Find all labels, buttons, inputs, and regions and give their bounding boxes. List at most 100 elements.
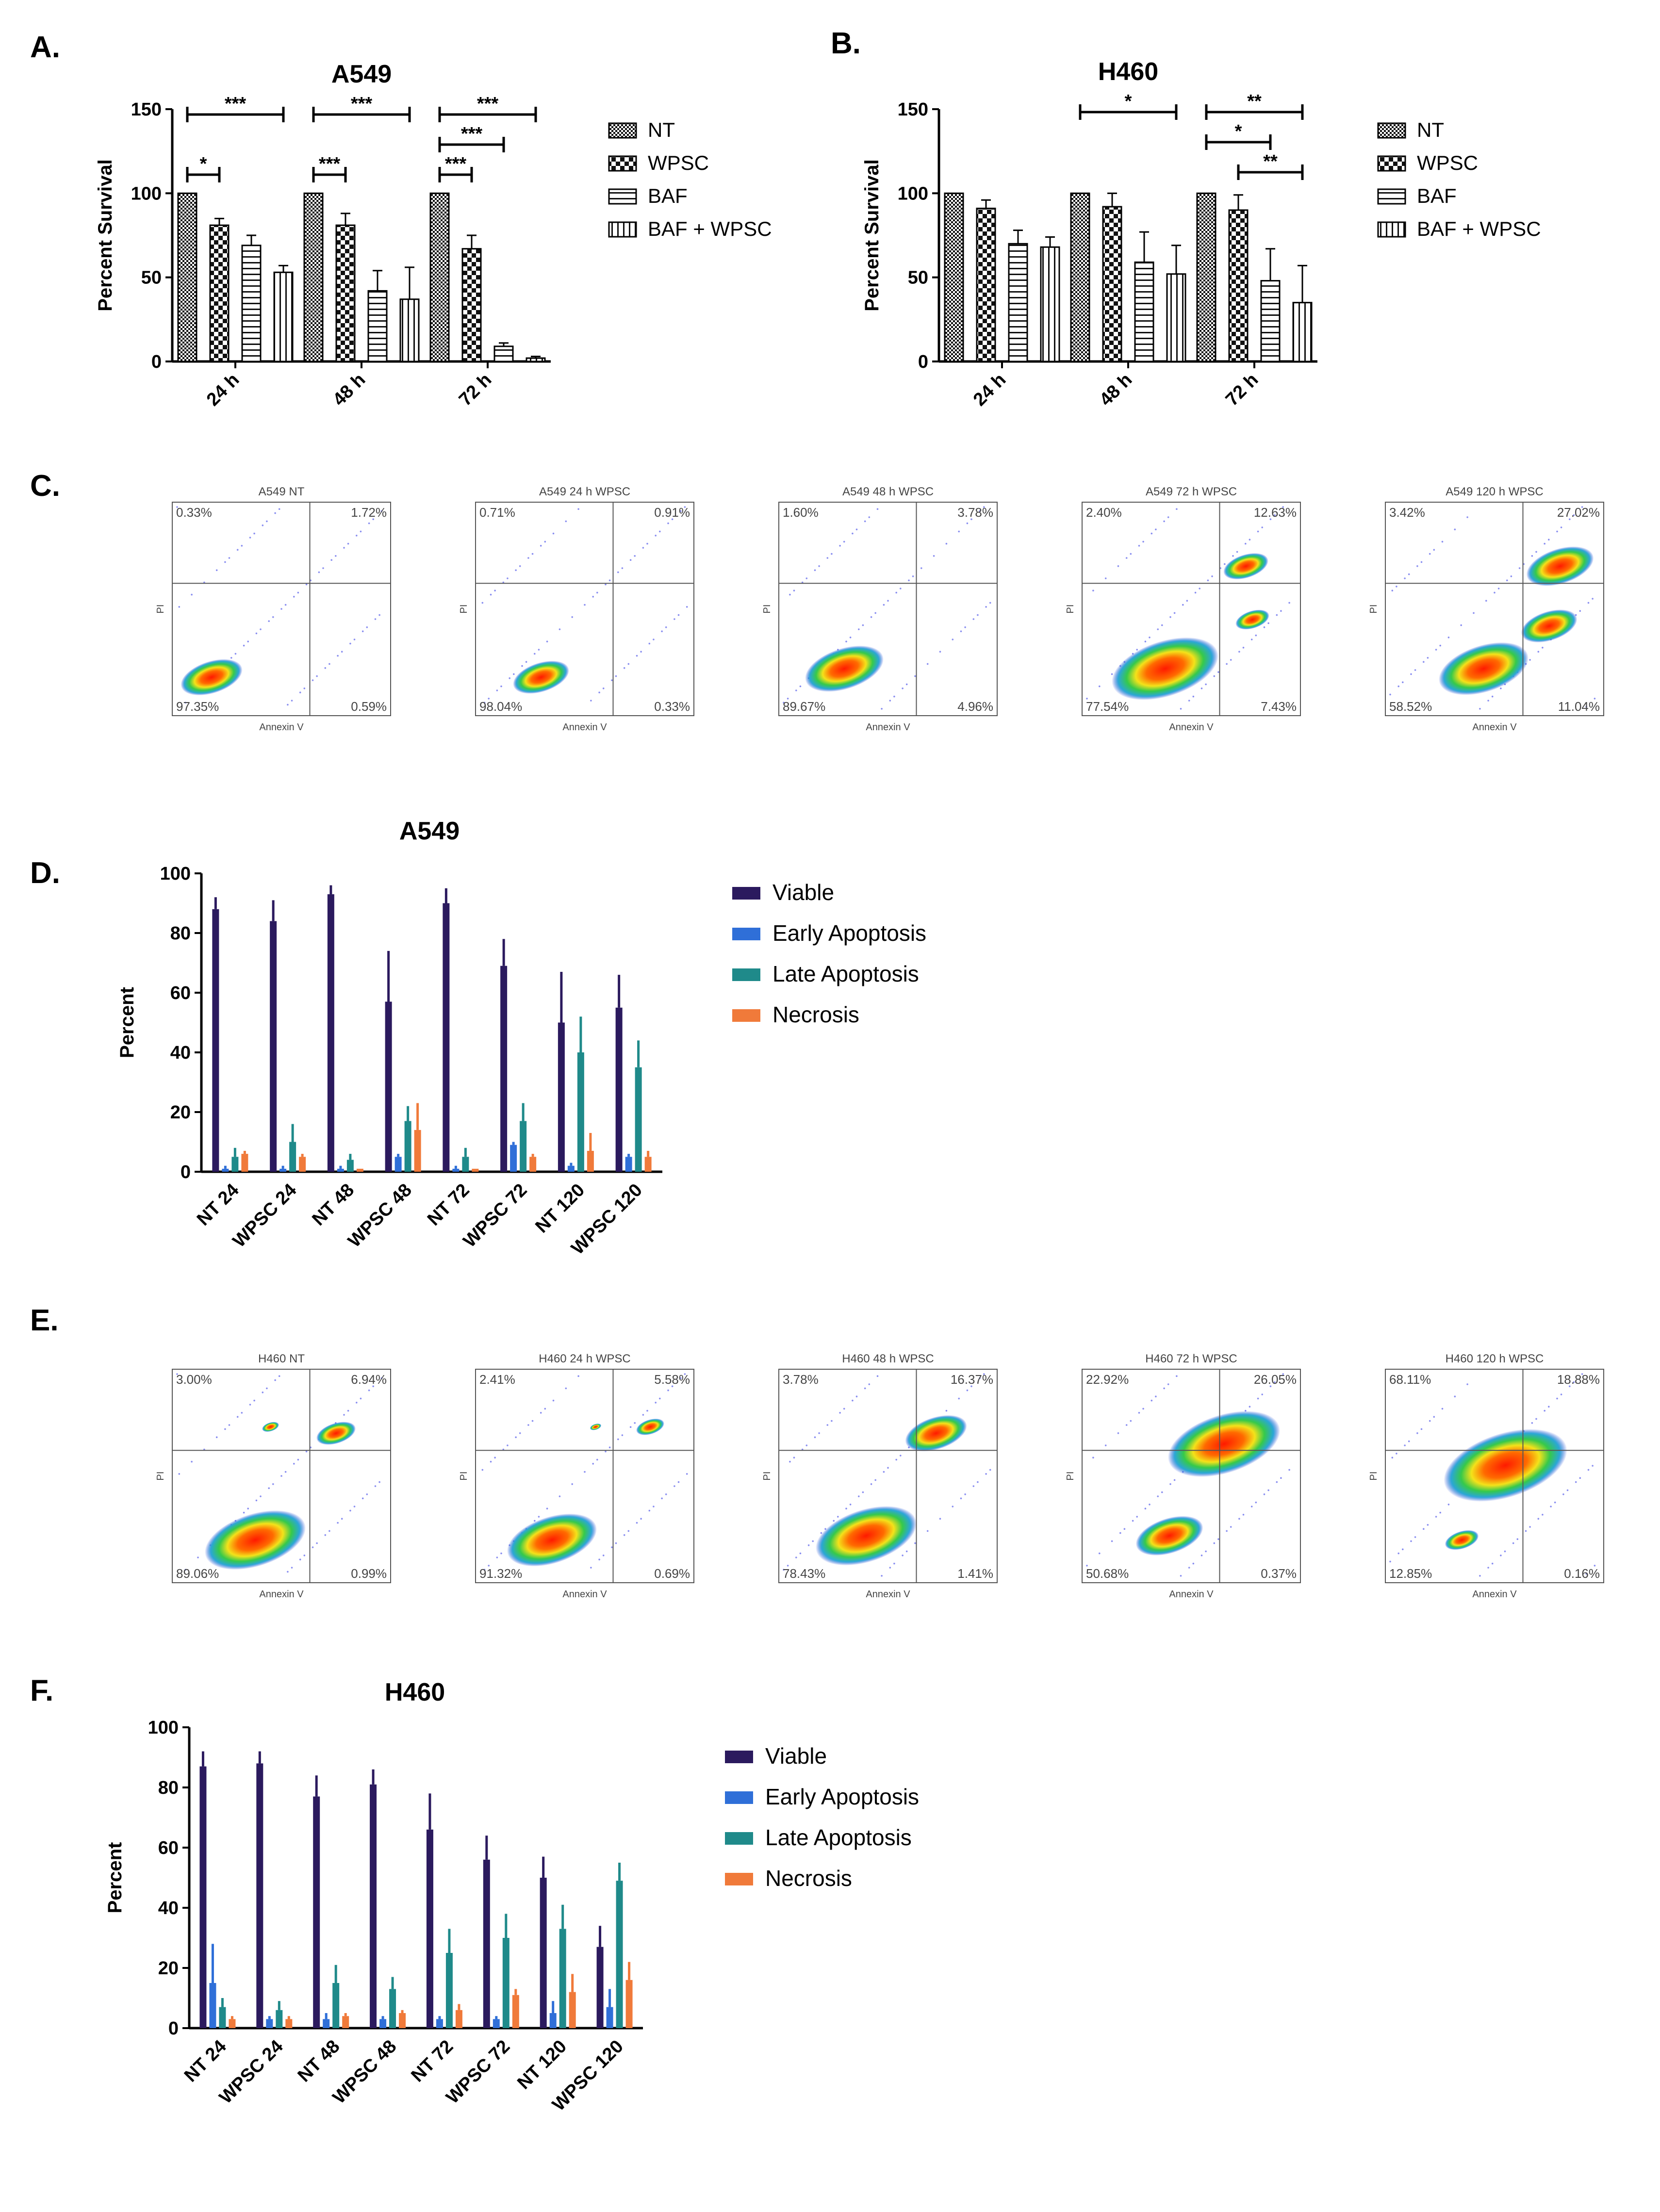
quadrant-lower-left-value: 77.54%: [1086, 699, 1129, 714]
flow-event-dot: [540, 545, 542, 547]
flow-event-dot: [1132, 1520, 1134, 1522]
flow-event-dot: [1267, 1489, 1269, 1491]
flow-event-dot: [272, 616, 274, 618]
legend-swatch: [1377, 188, 1406, 205]
flow-plot-title: H460 24 h WPSC: [539, 1352, 630, 1365]
flow-event-dot: [1092, 590, 1094, 591]
flow-event-dot: [1581, 1373, 1583, 1375]
bar-late-apoptosis: [520, 1121, 527, 1172]
bar-viable: [558, 1022, 565, 1172]
bar-early-apoptosis: [379, 2019, 387, 2028]
flow-event-dot: [184, 702, 187, 704]
flow-event-dot: [1167, 1383, 1169, 1385]
bar-early-apoptosis: [567, 1165, 575, 1172]
flow-plot-title: A549 NT: [259, 485, 305, 498]
flow-event-dot: [215, 569, 218, 571]
flow-event-dot: [1396, 586, 1397, 588]
flow-event-dot: [234, 653, 237, 655]
flow-event-dot: [228, 557, 230, 559]
flow-event-dot: [274, 512, 276, 514]
flow-event-dot: [274, 1379, 276, 1381]
flow-event-dot: [1217, 1538, 1219, 1540]
bar-viable: [370, 1784, 377, 2028]
flow-event-dot: [531, 1420, 534, 1422]
flow-event-dot: [684, 506, 686, 508]
flow-event-dot: [483, 702, 486, 704]
flow-event-dot: [1537, 1518, 1540, 1520]
flow-event-dot: [1182, 604, 1184, 606]
flow-plot-frame: [475, 502, 694, 716]
flow-plot: A549 48 h WPSC 1.60% 3.78% 89.67% 4.96% Annex…: [762, 485, 998, 733]
flow-population-cluster: [805, 645, 884, 692]
flow-event-dot: [1408, 573, 1410, 575]
flow-plot: A549 24 h WPSC 0.71% 0.91% 98.04% 0.33% Annex…: [459, 485, 694, 733]
flow-event-dot: [1531, 1422, 1533, 1424]
legend-label: Early Apoptosis: [772, 920, 926, 946]
flow-event-dot: [1200, 1555, 1203, 1557]
flow-event-dot: [826, 557, 829, 559]
x-tick-label: 72 h: [1222, 370, 1262, 410]
flow-event-dot: [655, 535, 657, 537]
flow-event-dot: [1466, 1383, 1468, 1385]
flow-event-dot: [805, 577, 808, 579]
legend-label: Necrosis: [765, 1866, 852, 1891]
flow-event-dot: [330, 559, 332, 561]
flow-event-dot: [1111, 1540, 1113, 1542]
bar-viable: [483, 1859, 490, 2028]
flow-event-dot: [1454, 1395, 1456, 1397]
flow-x-axis-label: Annexin V: [562, 1589, 607, 1600]
flow-event-dot: [1155, 528, 1157, 530]
flow-event-dot: [1250, 639, 1253, 640]
flow-event-dot: [291, 700, 293, 702]
flow-event-dot: [1257, 1397, 1259, 1400]
flow-plot-title: H460 48 h WPSC: [842, 1352, 934, 1365]
quadrant-upper-left-value: 3.42%: [1389, 505, 1425, 520]
flow-x-axis-label: Annexin V: [1472, 1589, 1517, 1600]
flow-event-dot: [653, 639, 655, 640]
flow-event-dot: [615, 1542, 617, 1544]
chart-title: A549: [331, 60, 392, 88]
flow-event-dot: [176, 506, 178, 508]
flow-event-dot: [494, 1457, 496, 1458]
flow-event-dot: [584, 1471, 586, 1473]
panel-label-e: E.: [30, 1304, 59, 1337]
flow-event-dot: [1130, 553, 1132, 555]
flow-event-dot: [224, 561, 226, 563]
quadrant-lower-right-value: 0.99%: [351, 1566, 387, 1581]
flow-event-dot: [671, 1385, 674, 1387]
flow-event-dot: [303, 688, 306, 689]
flow-plot: H460 24 h WPSC 2.41% 5.58% 91.32% 0.69% Annex…: [459, 1352, 694, 1600]
bar-viable: [540, 1878, 547, 2028]
x-tick-label: NT 72: [407, 2036, 457, 2086]
flow-event-dot: [1544, 542, 1545, 545]
flow-event-dot: [1138, 1412, 1140, 1414]
flow-event-dot: [667, 522, 669, 524]
flow-population-cluster: [204, 1510, 306, 1570]
bar-baf-wpsc: [1040, 246, 1060, 362]
flow-event-dot: [236, 1416, 239, 1418]
flow-event-dot: [648, 1509, 651, 1512]
flow-event-dot: [895, 591, 897, 594]
flow-event-dot: [243, 1511, 245, 1514]
flow-event-dot: [970, 518, 972, 520]
flow-event-dot: [783, 1569, 785, 1571]
quadrant-upper-left-value: 2.41%: [479, 1372, 515, 1387]
quadrant-lower-left-value: 12.85%: [1389, 1566, 1432, 1581]
flow-event-dot: [1230, 1526, 1232, 1528]
flow-event-dot: [611, 1546, 613, 1548]
flow-event-dot: [521, 665, 523, 667]
bar-late-apoptosis: [577, 1052, 584, 1172]
flow-event-dot: [1594, 698, 1596, 700]
flow-event-dot: [621, 567, 624, 569]
flow-event-dot: [1420, 1428, 1423, 1430]
flow-event-dot: [1104, 1444, 1107, 1446]
bar-early-apoptosis: [394, 1157, 402, 1172]
flow-event-dot: [1192, 695, 1195, 698]
flow-event-dot: [1230, 659, 1232, 661]
flow-event-dot: [983, 1373, 985, 1375]
flow-event-dot: [862, 1491, 864, 1493]
flow-event-dot: [1267, 622, 1269, 624]
flow-event-dot: [544, 1408, 546, 1410]
flow-event-dot: [1525, 1530, 1527, 1532]
bar-early-apoptosis: [452, 1168, 460, 1172]
